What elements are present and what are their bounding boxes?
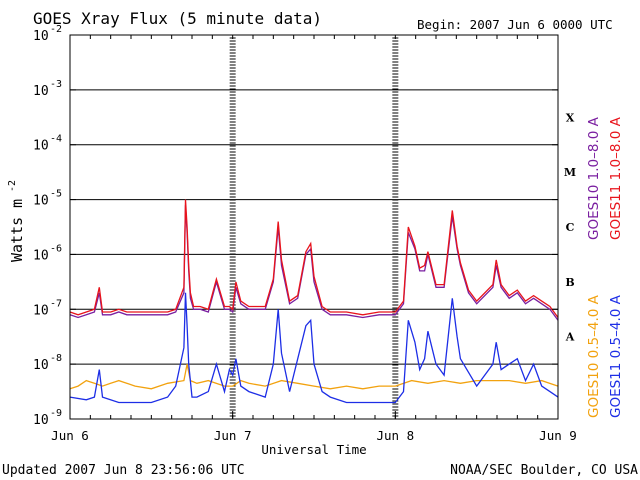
x-axis: Jun 6 Jun 7 Jun 8 Jun 9 xyxy=(51,35,577,443)
y-tick-label: 10 xyxy=(33,139,49,154)
flare-class-label: X xyxy=(566,111,575,124)
x-tick-label: Jun 8 xyxy=(377,428,415,443)
begin-label: Begin: 2007 Jun 6 0000 UTC xyxy=(417,17,613,32)
y-tick-label-exp: -4 xyxy=(50,134,62,145)
series-layer xyxy=(69,199,559,404)
series-line xyxy=(69,292,559,404)
flare-class-label: A xyxy=(565,331,575,344)
y-tick-label-exp: -3 xyxy=(50,79,62,90)
x-tick-label: Jun 7 xyxy=(214,428,252,443)
credit-label: NOAA/SEC Boulder, CO USA xyxy=(450,463,638,478)
y-tick-label: 10 xyxy=(33,358,49,373)
y-tick-label: 10 xyxy=(33,194,49,209)
series-line xyxy=(69,363,559,390)
y-tick-label: 10 xyxy=(33,248,49,263)
chart-title: GOES Xray Flux (5 minute data) xyxy=(33,9,322,28)
y-tick-label-exp: -8 xyxy=(50,353,62,364)
x-axis-label: Universal Time xyxy=(261,442,366,457)
series-line xyxy=(69,205,559,321)
y-tick-label-exp: -6 xyxy=(50,243,62,254)
legend-entry: GOES11 1.0–8.0 A xyxy=(608,116,624,240)
flare-class-label: B xyxy=(565,276,574,289)
flare-class-label: M xyxy=(564,166,576,179)
y-tick-label: 10 xyxy=(33,29,49,44)
y-tick-label: 10 xyxy=(33,413,49,428)
y-axis: 10-210-310-410-510-610-710-810-9 xyxy=(33,24,558,428)
y-tick-label-exp: -5 xyxy=(50,189,62,200)
updated-timestamp: Updated 2007 Jun 8 23:56:06 UTC xyxy=(2,463,245,478)
flare-class-label: C xyxy=(566,221,575,234)
legend-short: GOES10 0.5–4.0 A GOES11 0.5–4.0 A xyxy=(586,294,624,418)
legend-entry: GOES11 0.5–4.0 A xyxy=(608,294,624,418)
y-axis-label-exp: -2 xyxy=(7,180,18,192)
flare-class-labels: X M C B A xyxy=(564,111,576,343)
y-tick-label: 10 xyxy=(33,303,49,318)
legend-entry: GOES10 1.0–8.0 A xyxy=(586,116,602,240)
series-line xyxy=(69,199,559,318)
y-tick-label: 10 xyxy=(33,84,49,99)
x-tick-label: Jun 6 xyxy=(51,428,89,443)
y-tick-label-exp: -7 xyxy=(50,298,62,309)
y-tick-label-exp: -2 xyxy=(50,24,62,35)
y-tick-label-exp: -9 xyxy=(50,408,62,419)
y-axis-label-main: Watts m xyxy=(8,199,26,262)
y-axis-label: Watts m -2 xyxy=(7,180,26,262)
legend-long: GOES10 1.0–8.0 A GOES11 1.0–8.0 A xyxy=(586,116,624,240)
legend-entry: GOES10 0.5–4.0 A xyxy=(586,294,602,418)
x-tick-label: Jun 9 xyxy=(539,428,577,443)
